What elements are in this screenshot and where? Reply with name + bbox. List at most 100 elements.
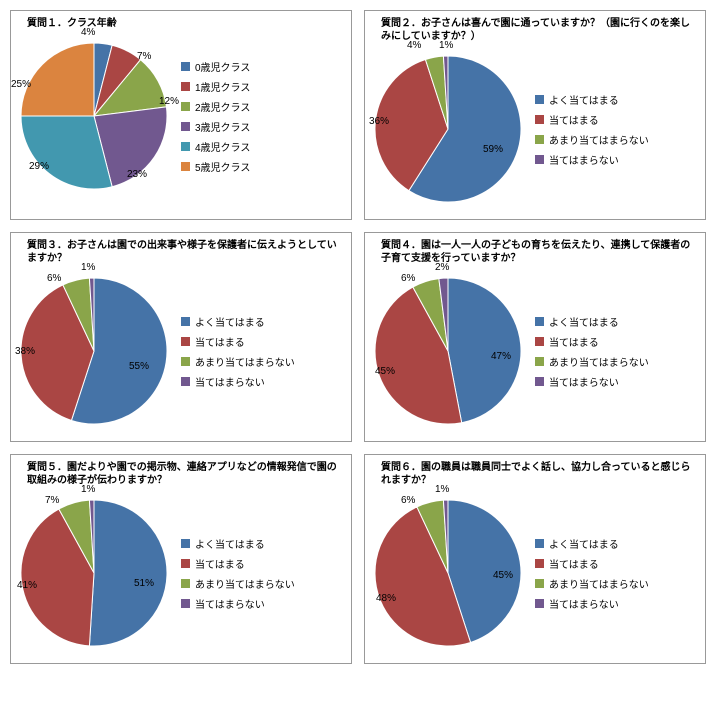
legend-label: 1歳児クラス bbox=[195, 79, 250, 94]
legend-swatch bbox=[535, 155, 544, 164]
chart-title: 質問６．園の職員は職員同士でよく話し、協力し合っていると感じられますか？ bbox=[381, 461, 697, 487]
chart-panel: 質問５．園だよりや園での掲示物、連絡アプリなどの情報発信で園の取組みの様子が伝わ… bbox=[10, 454, 352, 664]
slice-percent-label: 7% bbox=[45, 495, 59, 506]
legend-item: 当てはまる bbox=[181, 556, 343, 571]
legend-item: 当てはまらない bbox=[535, 152, 697, 167]
slice-percent-label: 47% bbox=[491, 351, 511, 362]
chart-title: 質問５．園だよりや園での掲示物、連絡アプリなどの情報発信で園の取組みの様子が伝わ… bbox=[27, 461, 343, 487]
legend-swatch bbox=[181, 357, 190, 366]
pie-container: 59%36%4%1% bbox=[373, 54, 523, 204]
chart-panel: 質問３．お子さんは園での出来事や様子を保護者に伝えようとしていますか？ 55%38… bbox=[10, 232, 352, 442]
legend-item: 当てはまらない bbox=[535, 374, 697, 389]
legend-label: 2歳児クラス bbox=[195, 99, 250, 114]
legend-item: よく当てはまる bbox=[535, 314, 697, 329]
legend-item: よく当てはまる bbox=[535, 92, 697, 107]
legend-label: よく当てはまる bbox=[195, 314, 265, 329]
legend-swatch bbox=[535, 357, 544, 366]
chart-title: 質問３．お子さんは園での出来事や様子を保護者に伝えようとしていますか？ bbox=[27, 239, 343, 265]
legend-swatch bbox=[535, 559, 544, 568]
legend-item: あまり当てはまらない bbox=[181, 354, 343, 369]
legend-swatch bbox=[181, 599, 190, 608]
chart-title: 質問４．園は一人一人の子どもの育ちを伝えたり、連携して保護者の子育て支援を行って… bbox=[381, 239, 697, 265]
slice-percent-label: 1% bbox=[435, 484, 449, 495]
legend-label: よく当てはまる bbox=[195, 536, 265, 551]
legend: 0歳児クラス 1歳児クラス 2歳児クラス 3歳児クラス 4歳児クラス 5歳児クラス bbox=[181, 54, 343, 179]
legend-swatch bbox=[181, 82, 190, 91]
chart-title: 質問１．クラス年齢 bbox=[27, 17, 343, 30]
slice-percent-label: 1% bbox=[81, 484, 95, 495]
legend-swatch bbox=[181, 317, 190, 326]
chart-panel: 質問４．園は一人一人の子どもの育ちを伝えたり、連携して保護者の子育て支援を行って… bbox=[364, 232, 706, 442]
legend-label: あまり当てはまらない bbox=[195, 576, 295, 591]
legend-item: 当てはまらない bbox=[181, 596, 343, 611]
legend-label: よく当てはまる bbox=[549, 536, 619, 551]
legend-swatch bbox=[181, 62, 190, 71]
legend-item: あまり当てはまらない bbox=[535, 576, 697, 591]
legend-item: よく当てはまる bbox=[181, 314, 343, 329]
legend: よく当てはまる当てはまるあまり当てはまらない当てはまらない bbox=[535, 309, 697, 394]
legend-item: 3歳児クラス bbox=[181, 119, 343, 134]
slice-percent-label: 23% bbox=[127, 169, 147, 180]
pie-slice bbox=[21, 43, 94, 116]
legend-label: よく当てはまる bbox=[549, 92, 619, 107]
legend-swatch bbox=[535, 95, 544, 104]
chart-panel: 質問６．園の職員は職員同士でよく話し、協力し合っていると感じられますか？ 45% 4… bbox=[364, 454, 706, 664]
pie-chart bbox=[373, 54, 523, 204]
legend-item: 2歳児クラス bbox=[181, 99, 343, 114]
legend-label: 5歳児クラス bbox=[195, 159, 250, 174]
legend-label: 3歳児クラス bbox=[195, 119, 250, 134]
legend-label: 当てはまらない bbox=[549, 596, 619, 611]
chart-panel: 質問１．クラス年齢4%7%12%23%29%25%0歳児クラス1歳児クラス2歳児… bbox=[10, 10, 352, 220]
legend-label: あまり当てはまらない bbox=[549, 354, 649, 369]
legend-item: 当てはまる bbox=[535, 334, 697, 349]
legend-item: 当てはまる bbox=[535, 112, 697, 127]
slice-percent-label: 29% bbox=[29, 161, 49, 172]
legend-label: 当てはまらない bbox=[195, 596, 265, 611]
pie-slice bbox=[89, 500, 167, 646]
legend-label: あまり当てはまらない bbox=[549, 132, 649, 147]
slice-percent-label: 36% bbox=[369, 116, 389, 127]
legend-label: 当てはまる bbox=[195, 556, 245, 571]
pie-container: 4%7%12%23%29%25% bbox=[19, 41, 169, 191]
legend-item: 当てはまる bbox=[181, 334, 343, 349]
slice-percent-label: 38% bbox=[15, 346, 35, 357]
pie-container: 47%45%6%2% bbox=[373, 276, 523, 426]
legend-swatch bbox=[535, 579, 544, 588]
slice-percent-label: 25% bbox=[11, 79, 31, 90]
legend-swatch bbox=[535, 377, 544, 386]
slice-percent-label: 1% bbox=[439, 40, 453, 51]
slice-percent-label: 48% bbox=[376, 593, 396, 604]
legend-item: よく当てはまる bbox=[181, 536, 343, 551]
pie-container: 55%38%6%1% bbox=[19, 276, 169, 426]
slice-percent-label: 6% bbox=[401, 495, 415, 506]
chart-panel: 質問２．お子さんは喜んで園に通っていますか？（園に行くのを楽しみにしていますか？… bbox=[364, 10, 706, 220]
slice-percent-label: 45% bbox=[375, 366, 395, 377]
legend-swatch bbox=[181, 559, 190, 568]
legend-swatch bbox=[181, 579, 190, 588]
legend-label: 4歳児クラス bbox=[195, 139, 250, 154]
legend-item: 4歳児クラス bbox=[181, 139, 343, 154]
legend-label: 当てはまる bbox=[195, 334, 245, 349]
pie-container: 51%41%7%1% bbox=[19, 498, 169, 648]
slice-percent-label: 51% bbox=[134, 578, 154, 589]
legend-swatch bbox=[535, 337, 544, 346]
legend-item: 当てはまらない bbox=[535, 596, 697, 611]
legend-swatch bbox=[181, 122, 190, 131]
legend-swatch bbox=[535, 599, 544, 608]
legend-item: 1歳児クラス bbox=[181, 79, 343, 94]
legend-label: あまり当てはまらない bbox=[549, 576, 649, 591]
chart-title: 質問２．お子さんは喜んで園に通っていますか？（園に行くのを楽しみにしていますか？… bbox=[381, 17, 697, 43]
legend-label: 0歳児クラス bbox=[195, 59, 250, 74]
legend-item: あまり当てはまらない bbox=[181, 576, 343, 591]
legend: よく当てはまる当てはまるあまり当てはまらない当てはまらない bbox=[535, 87, 697, 172]
slice-percent-label: 6% bbox=[47, 273, 61, 284]
slice-percent-label: 45% bbox=[493, 570, 513, 581]
slice-percent-label: 12% bbox=[159, 96, 179, 107]
legend-swatch bbox=[535, 317, 544, 326]
legend-swatch bbox=[181, 162, 190, 171]
legend-label: 当てはまらない bbox=[195, 374, 265, 389]
legend: よく当てはまる当てはまるあまり当てはまらない当てはまらない bbox=[181, 309, 343, 394]
legend-item: 当てはまる bbox=[535, 556, 697, 571]
legend-swatch bbox=[181, 102, 190, 111]
slice-percent-label: 6% bbox=[401, 273, 415, 284]
